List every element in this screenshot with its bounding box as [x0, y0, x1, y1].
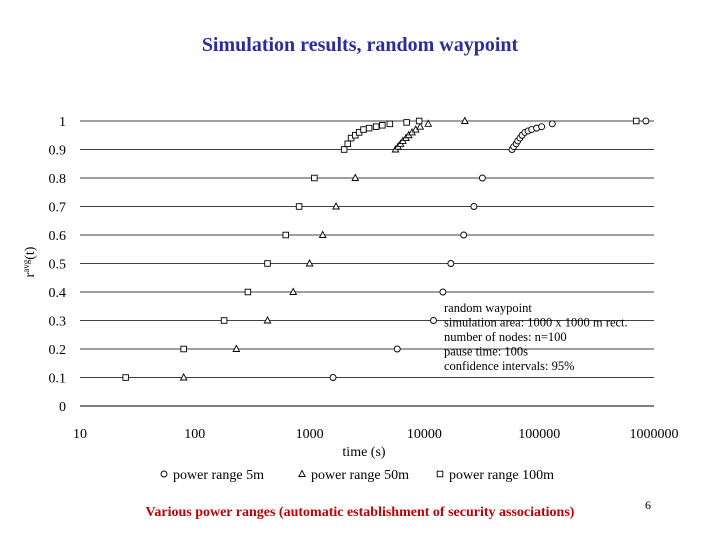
y-axis-label-suffix: (t) — [23, 246, 38, 260]
data-point-circle — [642, 117, 650, 125]
x-tick-label: 10 — [73, 427, 87, 442]
legend-marker-circle — [160, 470, 168, 478]
y-axis-label-sup: avg — [21, 259, 31, 272]
y-tick-label: 0.1 — [49, 372, 67, 387]
page-number: 6 — [645, 498, 651, 512]
data-point-triangle — [424, 119, 433, 127]
annotation-line: number of nodes: n=100 — [444, 330, 567, 344]
grid-lines — [80, 120, 654, 378]
data-point-triangle — [289, 287, 298, 295]
page-title: Simulation results, random waypoint — [201, 34, 519, 56]
annotation-line: random waypoint — [444, 301, 532, 315]
data-point-circle — [538, 123, 546, 131]
data-point-triangle — [263, 316, 272, 324]
legend-marker-triangle — [298, 469, 306, 477]
y-tick-label: 0.6 — [49, 229, 67, 244]
x-tick-label: 1000000 — [630, 427, 679, 442]
data-point-circle — [439, 288, 447, 296]
data-point-square — [415, 117, 423, 125]
y-axis-label: ravg(t) — [21, 246, 38, 277]
data-point-triangle — [351, 173, 360, 181]
data-point-triangle — [305, 259, 314, 267]
y-tick-label: 0 — [59, 400, 66, 415]
legend-label: power range 5m — [173, 468, 264, 483]
data-point-square — [379, 122, 386, 129]
data-point-circle — [548, 120, 556, 128]
data-point-triangle — [460, 116, 469, 124]
legend-label: power range 100m — [449, 468, 554, 483]
data-point-circle — [478, 174, 486, 182]
x-tick-labels: 10 100 1000 10000 100000 1000000 — [73, 427, 679, 442]
data-points — [122, 116, 650, 381]
annotation-line: simulation area: 1000 x 1000 m rect. — [444, 316, 628, 330]
data-point-square — [386, 120, 394, 128]
y-tick-labels: 0 0.1 0.2 0.3 0.4 0.5 0.6 0.7 0.8 0.9 1 — [49, 115, 67, 415]
data-point-square — [632, 117, 640, 125]
data-point-square — [180, 345, 187, 353]
data-point-square — [295, 203, 303, 210]
data-point-square — [340, 146, 348, 153]
data-point-circle — [447, 260, 455, 267]
data-point-square — [344, 140, 352, 148]
legend-label: power range 50m — [311, 468, 409, 483]
data-point-circle — [393, 345, 401, 353]
x-tick-label: 100 — [184, 427, 205, 442]
data-point-square — [360, 126, 367, 133]
annotation-line: pause time: 100s — [444, 345, 528, 359]
data-point-triangle — [232, 344, 241, 352]
y-tick-label: 1 — [59, 115, 66, 130]
data-point-triangle — [332, 202, 341, 210]
data-point-square — [282, 231, 290, 239]
data-point-square — [220, 317, 228, 324]
annotation-line: confidence intervals: 95% — [444, 359, 575, 373]
y-tick-label: 0.2 — [49, 343, 67, 358]
data-point-circle — [430, 317, 437, 324]
y-tick-label: 0.3 — [49, 315, 67, 330]
data-point-circle — [460, 231, 468, 239]
data-point-square — [264, 260, 271, 267]
data-point-square — [365, 124, 373, 132]
chart-legend: power range 5m power range 50m power range… — [160, 468, 554, 483]
data-point-circle — [470, 203, 478, 210]
x-tick-label: 100000 — [518, 427, 560, 442]
data-point-triangle — [179, 373, 188, 381]
data-point-triangle — [416, 122, 425, 130]
x-tick-label: 1000 — [296, 427, 324, 442]
data-point-square — [244, 288, 252, 296]
data-point-circle — [329, 374, 337, 381]
y-tick-label: 0.8 — [49, 172, 67, 187]
y-tick-label: 0.5 — [49, 258, 67, 273]
data-point-square — [311, 174, 318, 182]
data-point-square — [372, 123, 380, 130]
y-tick-label: 0.9 — [49, 144, 67, 159]
x-axis-label: time (s) — [342, 445, 385, 460]
y-tick-label: 0.4 — [49, 286, 67, 301]
data-point-triangle — [318, 230, 327, 238]
data-point-square — [403, 119, 410, 126]
x-tick-label: 10000 — [407, 427, 442, 442]
y-tick-label: 0.7 — [49, 201, 67, 216]
y-axis-label-base: r — [23, 272, 38, 277]
slide-caption: Various power ranges (automatic establis… — [145, 505, 575, 520]
data-point-square — [122, 374, 129, 381]
legend-marker-square — [436, 470, 444, 478]
